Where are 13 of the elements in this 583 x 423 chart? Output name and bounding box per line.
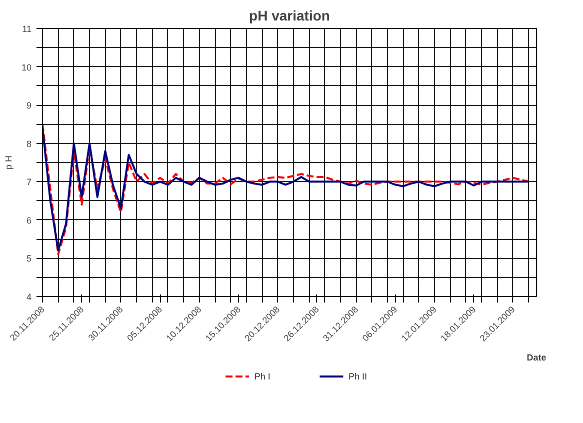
x-axis-title: Date xyxy=(526,352,546,362)
y-tick-label: 9 xyxy=(26,100,32,111)
y-tick-label: 5 xyxy=(26,254,32,264)
y-tick-label: 4 xyxy=(26,292,32,302)
legend-label: Ph II xyxy=(348,372,367,382)
y-tick-label: 7 xyxy=(26,177,32,188)
chart-title: pH variation xyxy=(249,8,330,24)
y-tick-label: 8 xyxy=(26,138,32,149)
y-tick-label: 11 xyxy=(22,24,32,34)
y-axis-title: p H xyxy=(3,155,14,170)
y-tick-label: 6 xyxy=(26,215,32,226)
y-tick-label: 10 xyxy=(21,62,32,72)
legend-label: Ph I xyxy=(254,372,270,382)
